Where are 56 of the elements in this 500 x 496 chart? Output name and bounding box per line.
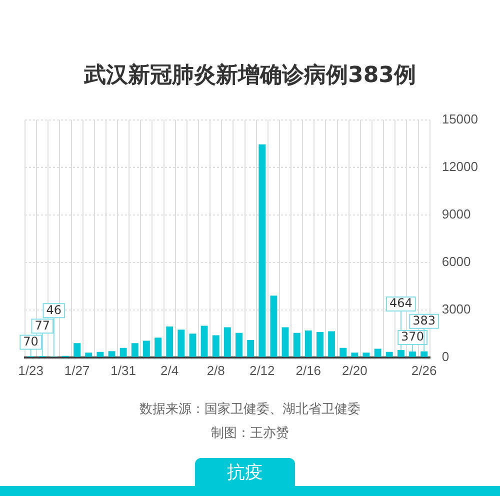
bar — [236, 332, 242, 357]
x-tick-label: 2/4 — [160, 362, 179, 378]
bar — [247, 340, 254, 357]
data-label: 370 — [401, 330, 424, 344]
y-tick-label: 0 — [442, 348, 450, 364]
data-label: 383 — [412, 313, 436, 328]
bar — [74, 343, 81, 357]
bar — [316, 332, 324, 357]
bar — [120, 348, 127, 357]
bar — [282, 327, 289, 357]
y-tick-label: 15000 — [442, 111, 478, 126]
chart-title: 武汉新冠肺炎新增确诊病例383例 — [82, 62, 417, 90]
bar — [386, 352, 393, 357]
text: 抗疫 — [195, 458, 295, 488]
x-tick-label: 2/16 — [296, 362, 322, 378]
bar — [420, 351, 428, 357]
x-tick-label: 1/23 — [18, 362, 44, 378]
bar — [293, 332, 300, 357]
x-tick-label: 2/8 — [206, 362, 225, 378]
bar — [258, 144, 266, 357]
bar — [362, 352, 370, 357]
bar — [131, 343, 138, 357]
bar — [397, 350, 404, 357]
text: 制图：王亦赟 — [210, 425, 290, 442]
bar — [304, 330, 312, 357]
data-label: 70 — [23, 334, 38, 348]
data-label: 464 — [389, 296, 412, 310]
bar — [178, 330, 185, 357]
bar — [166, 326, 174, 357]
bar — [200, 326, 208, 357]
y-tick-label: 3000 — [442, 301, 471, 316]
x-tick-label: 2/26 — [411, 362, 437, 378]
bar — [85, 352, 92, 357]
data-label: 77 — [34, 318, 50, 332]
bar — [328, 331, 335, 357]
bar — [270, 296, 278, 357]
y-tick-label: 6000 — [442, 254, 471, 269]
bar — [351, 352, 358, 357]
x-tick-label: 1/27 — [64, 362, 90, 378]
bar — [224, 327, 231, 357]
bar — [96, 352, 104, 357]
y-tick-label: 12000 — [442, 158, 478, 174]
bar — [142, 340, 150, 357]
bar — [189, 334, 196, 357]
bar — [374, 348, 382, 357]
bar — [108, 351, 116, 357]
x-tick-label: 2/12 — [249, 362, 275, 378]
bar — [409, 352, 416, 357]
data-label: 46 — [46, 302, 62, 317]
bar — [340, 348, 347, 357]
y-tick-label: 9000 — [442, 206, 471, 222]
bar — [212, 335, 220, 357]
source-note: 数据来源：国家卫健委、湖北省卫健委 — [138, 401, 362, 418]
x-tick-label: 2/20 — [342, 362, 368, 378]
x-tick-label: 1/31 — [110, 362, 136, 378]
bar — [154, 338, 162, 357]
